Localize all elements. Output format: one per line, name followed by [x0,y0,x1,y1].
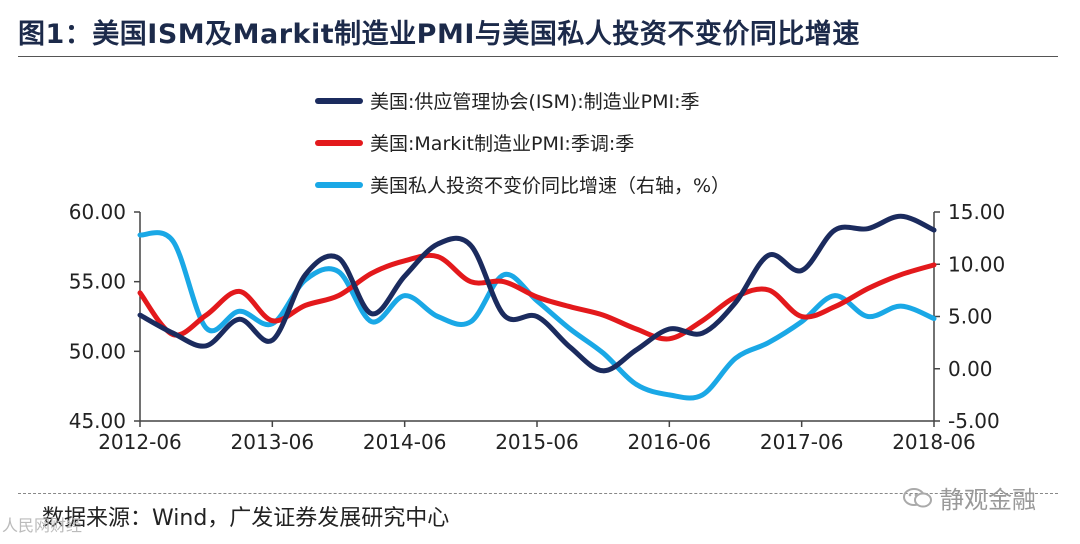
y-left-tick-label: 45.00 [69,409,126,433]
y-right-tick-label: 5.00 [948,305,993,329]
x-tick-label: 2012-06 [98,430,182,454]
legend-label-3: 美国私人投资不变价同比增速（右轴，%） [370,175,730,197]
y-right-tick-label: 15.00 [948,200,1005,224]
y-right-tick-label: -5.00 [948,409,1000,433]
title-divider [18,56,1058,57]
x-tick-label: 2015-06 [495,430,579,454]
y-left-tick-label: 50.00 [69,339,126,363]
footer-divider [18,493,1058,494]
wechat-icon [903,487,932,507]
y-left-tick-label: 60.00 [69,200,126,224]
data-source-note: 数据来源：Wind，广发证券发展研究中心 [42,506,450,531]
brand-watermark-text: 静观金融 [940,486,1036,514]
series-line-3 [137,230,937,401]
y-left-tick-label: 55.00 [69,270,126,294]
x-tick-label: 2014-06 [363,430,447,454]
y-right-tick-label: 0.00 [948,357,993,381]
legend-label-2: 美国:Markit制造业PMI:季调:季 [370,133,634,155]
y-right-tick-label: 10.00 [948,252,1005,276]
chart-title: 图1：美国ISM及Markit制造业PMI与美国私人投资不变价同比增速 [18,19,860,50]
x-tick-label: 2013-06 [231,430,315,454]
corner-watermark: 人民网财经 [2,516,83,535]
brand-watermark: 静观金融 [902,480,1036,515]
x-tick-label: 2017-06 [760,430,844,454]
legend-label-1: 美国:供应管理协会(ISM):制造业PMI:季 [370,91,700,113]
x-tick-label: 2018-06 [892,430,976,454]
axes: 60.00 55.00 50.00 45.00 15.00 10.00 5.00 0.00 -5… [69,200,1006,454]
series-group [137,213,937,401]
series-line-2 [137,252,937,342]
series-line-1 [137,213,937,374]
legend: 美国:供应管理协会(ISM):制造业PMI:季美国:Markit制造业PMI:季… [315,91,730,197]
x-tick-label: 2016-06 [628,430,712,454]
